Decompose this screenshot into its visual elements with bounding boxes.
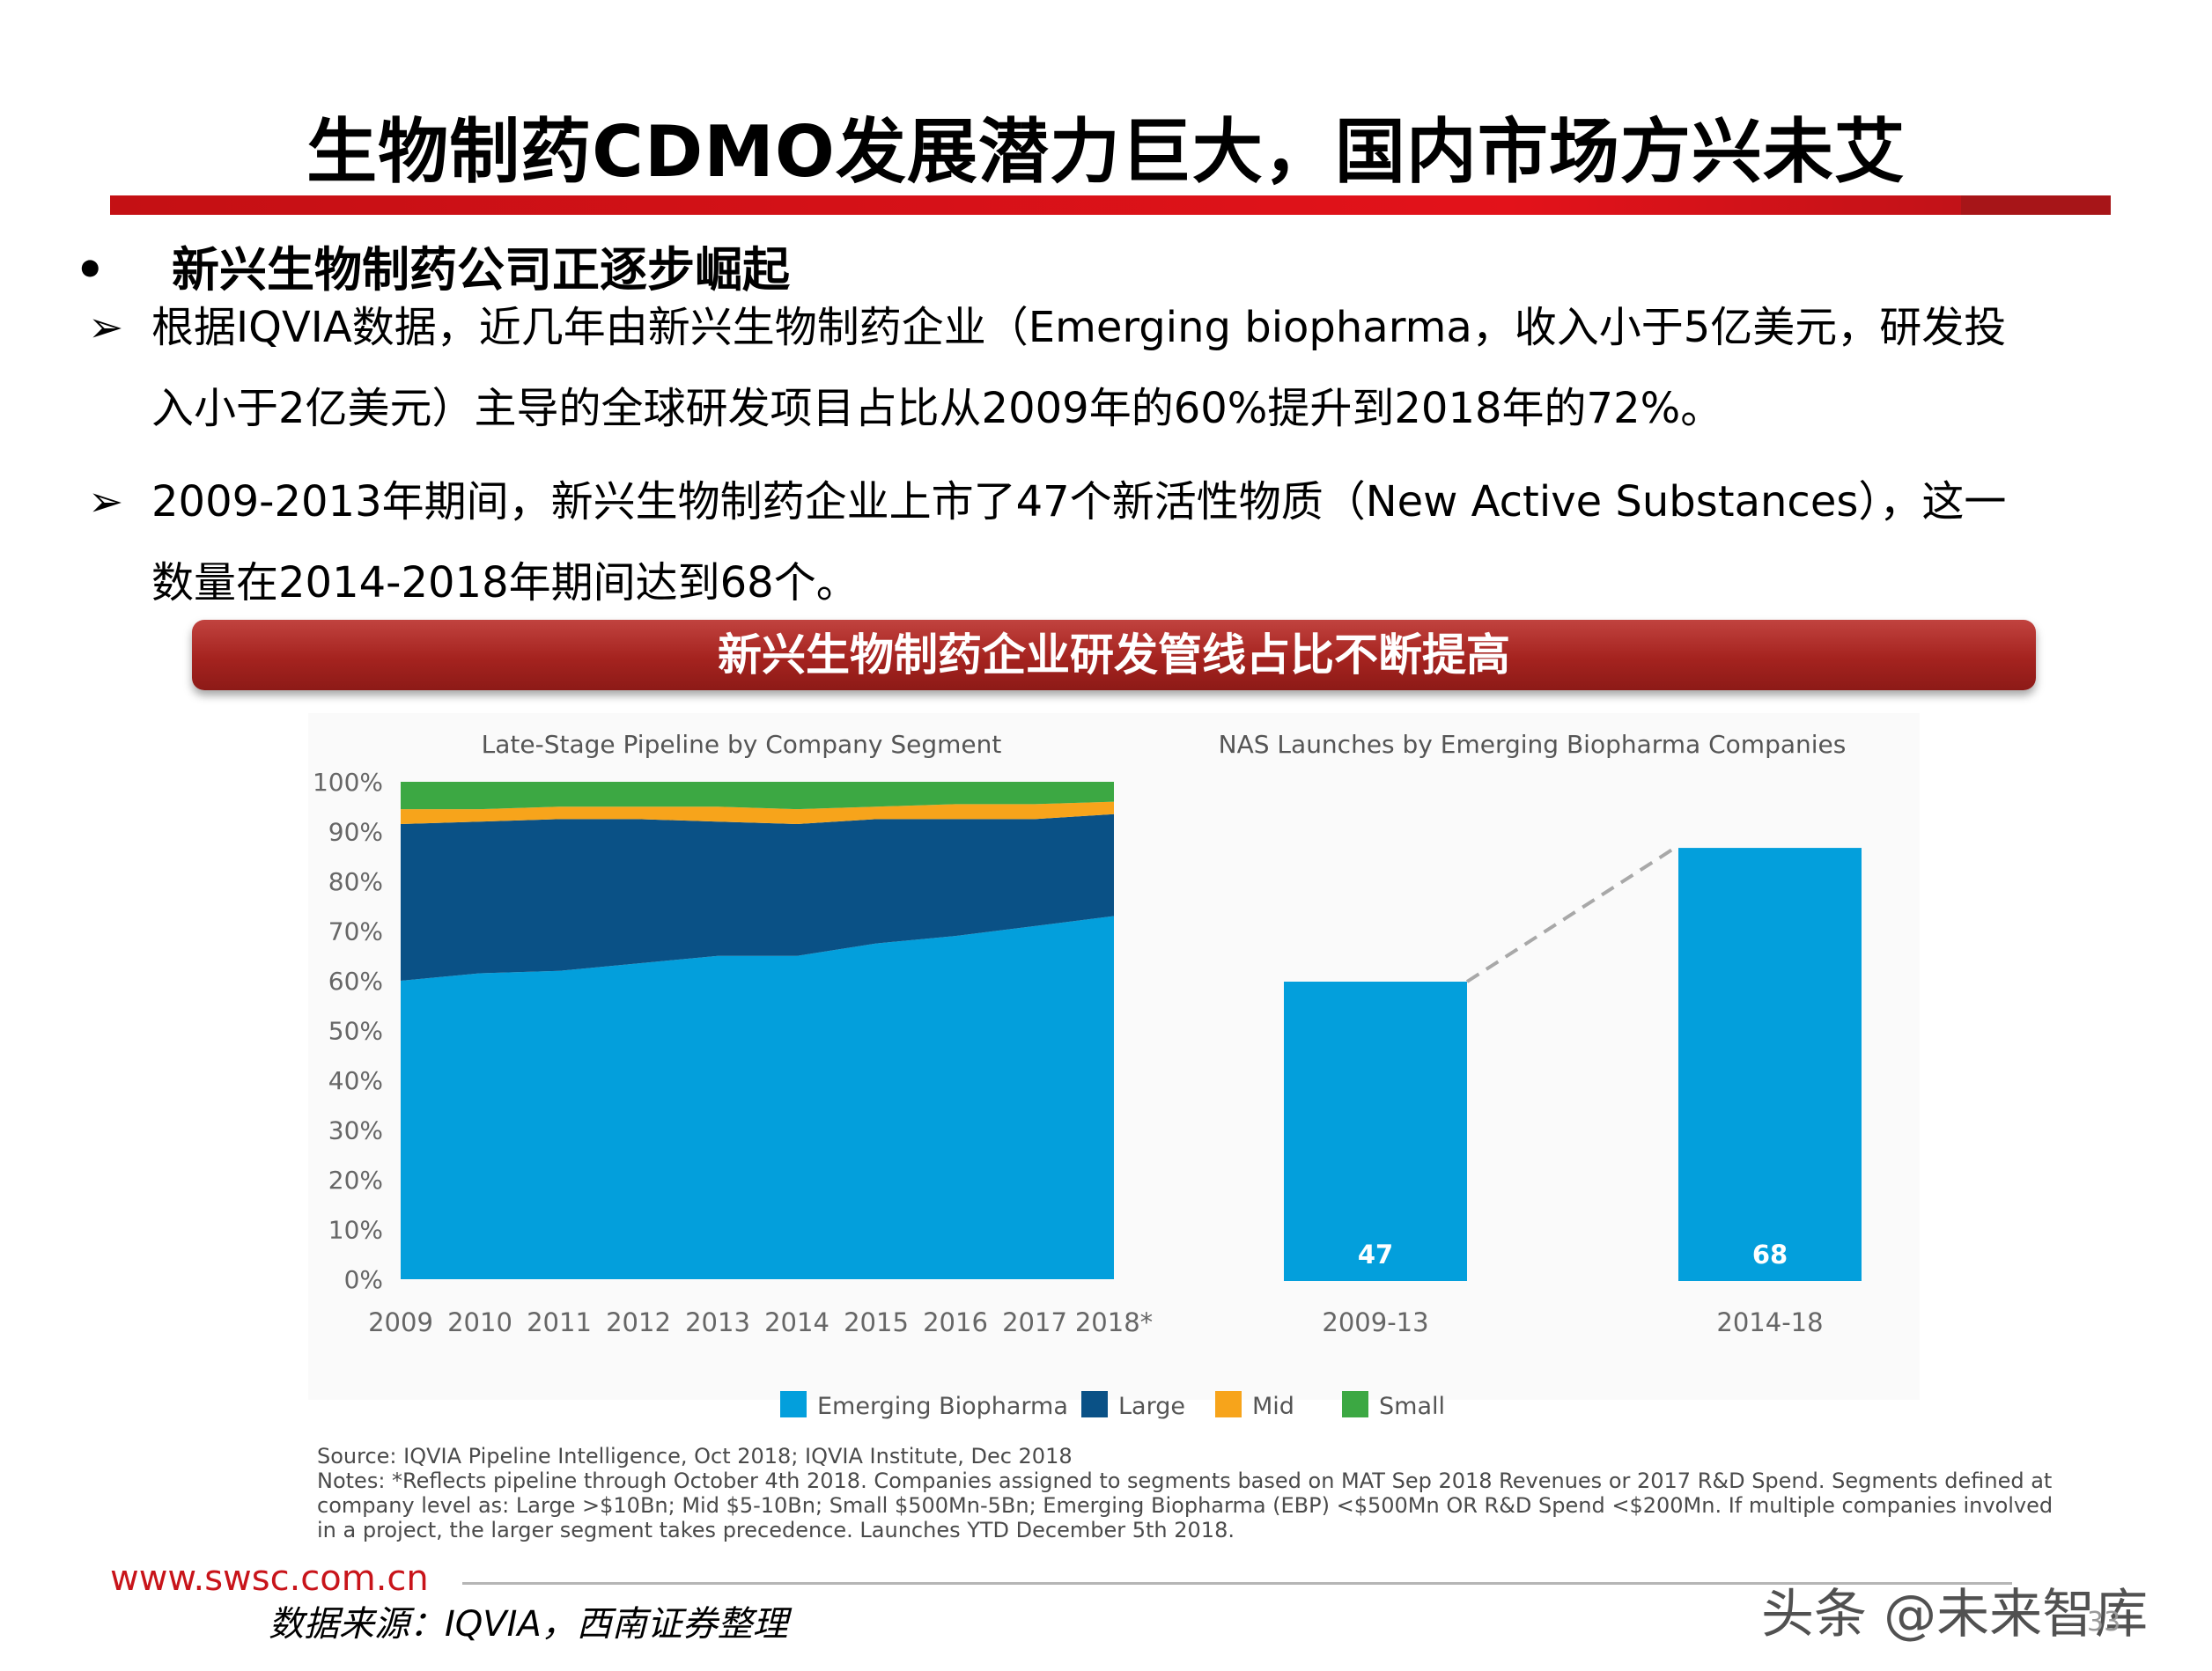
y-tick-label: 40% <box>328 1066 383 1095</box>
chart-notes: Source: IQVIA Pipeline Intelligence, Oct… <box>317 1444 2053 1542</box>
arrow-bullet-icon: ➢ <box>88 303 124 352</box>
data-source: 数据来源：IQVIA，西南证券整理 <box>269 1604 788 1645</box>
paragraph-1-line-2: 入小于2亿美元）主导的全球研发项目占比从2009年的60%提升到2018年的72… <box>151 384 1723 433</box>
watermark: 头条 @未来智库 <box>1761 1584 2149 1645</box>
y-tick-label: 0% <box>344 1265 383 1294</box>
chart-banner: 新兴生物制药企业研发管线占比不断提高 <box>192 620 2036 690</box>
y-tick-label: 60% <box>328 967 383 996</box>
area-chart-title: Late-Stage Pipeline by Company Segment <box>482 730 1002 759</box>
y-tick-label: 20% <box>328 1166 383 1195</box>
y-tick-label: 50% <box>328 1017 383 1046</box>
bullet-dot: • <box>75 242 106 298</box>
section-heading-text: 新兴生物制药公司正逐步崛起 <box>172 242 790 298</box>
area-chart: Late-Stage Pipeline by Company Segment 1… <box>313 730 1153 1337</box>
x-tick-label: 2018* <box>1075 1307 1153 1337</box>
legend-label: Emerging Biopharma <box>817 1393 1068 1420</box>
x-tick-label: 2010 <box>447 1307 512 1337</box>
y-tick-label: 80% <box>328 867 383 896</box>
bar-chart-title: NAS Launches by Emerging Biopharma Compa… <box>1219 730 1847 759</box>
page-number: 33 <box>2087 1607 2121 1638</box>
footer-divider <box>462 1582 2012 1585</box>
paragraph-2-line-2: 数量在2014-2018年期间达到68个。 <box>151 558 859 607</box>
area-series-large <box>401 813 1114 981</box>
notes-line-1: Source: IQVIA Pipeline Intelligence, Oct… <box>317 1444 1073 1469</box>
area-series-mid <box>401 801 1114 825</box>
bar-value-label: 68 <box>1752 1240 1788 1270</box>
x-tick-label: 2014 <box>764 1307 830 1337</box>
x-tick-label: 2011 <box>527 1307 592 1337</box>
notes-line-4: in a project, the larger segment takes p… <box>317 1518 1235 1542</box>
area-series-small <box>401 782 1114 810</box>
paragraph-2: ➢ 2009-2013年期间，新兴生物制药企业上市了47个新活性物质（New A… <box>88 461 2069 623</box>
x-tick-label: 2009 <box>368 1307 433 1337</box>
x-tick-label: 2013 <box>685 1307 750 1337</box>
y-tick-label: 10% <box>328 1216 383 1245</box>
paragraph-1-line-1: 根据IQVIA数据，近几年由新兴生物制药企业（Emerging biopharm… <box>151 303 2007 352</box>
y-tick-label: 100% <box>313 768 383 797</box>
legend-swatch-small <box>1342 1391 1368 1417</box>
website-link[interactable]: www.swsc.com.cn <box>110 1558 429 1599</box>
area-series-emerging-biopharma <box>401 916 1114 1279</box>
chart-legend: Emerging Biopharma Large Mid Small <box>780 1391 1445 1420</box>
y-tick-label: 70% <box>328 917 383 946</box>
x-tick-label: 2015 <box>844 1307 909 1337</box>
legend-swatch-large <box>1081 1391 1108 1417</box>
arrow-bullet-icon: ➢ <box>88 477 124 526</box>
paragraph-2-line-1: 2009-2013年期间，新兴生物制药企业上市了47个新活性物质（New Act… <box>151 477 2007 526</box>
x-tick-label: 2012 <box>606 1307 671 1337</box>
section-heading: • 新兴生物制药公司正逐步崛起 <box>75 231 790 300</box>
notes-line-2: Notes: *Reflects pipeline through Octobe… <box>317 1469 2053 1493</box>
x-tick-label: 2017 <box>1002 1307 1067 1337</box>
bar-2014-18 <box>1678 848 1862 1281</box>
legend-swatch-emerging-biopharma <box>780 1391 807 1417</box>
legend-label: Mid <box>1252 1393 1294 1420</box>
page-title: 生物制药CDMO发展潜力巨大，国内市场方兴未艾 <box>306 111 1906 193</box>
legend-label: Small <box>1379 1393 1445 1420</box>
notes-line-3: company level as: Large >$10Bn; Mid $5-1… <box>317 1493 2053 1518</box>
x-tick-label: 2009-13 <box>1322 1307 1428 1337</box>
bar-2009-13 <box>1284 982 1467 1281</box>
legend-label: Large <box>1118 1393 1185 1420</box>
title-underline-bar <box>110 195 2111 215</box>
x-tick-label: 2016 <box>923 1307 988 1337</box>
paragraph-1: ➢ 根据IQVIA数据，近几年由新兴生物制药企业（Emerging biopha… <box>88 287 2069 449</box>
y-tick-label: 90% <box>328 818 383 847</box>
y-tick-label: 30% <box>328 1116 383 1145</box>
growth-dashed-line <box>1465 846 1677 983</box>
bar-value-label: 47 <box>1358 1240 1393 1270</box>
bar-chart: NAS Launches by Emerging Biopharma Compa… <box>1219 730 1862 1337</box>
legend-swatch-mid <box>1215 1391 1242 1417</box>
x-tick-label: 2014-18 <box>1716 1307 1823 1337</box>
